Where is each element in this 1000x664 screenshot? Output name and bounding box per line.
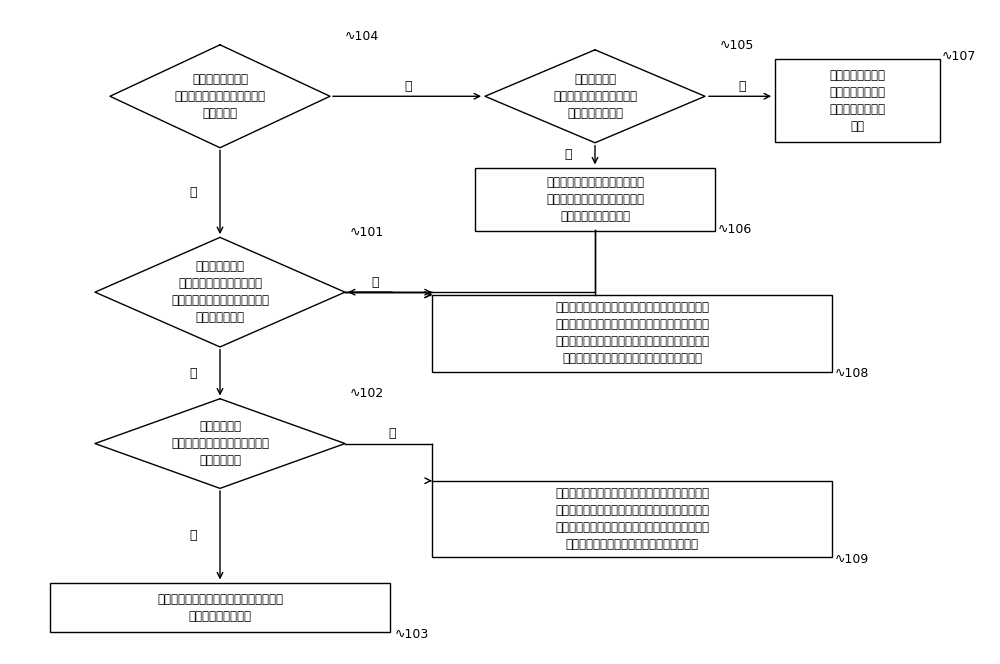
- Text: 将目标瓶试剂所在的试剂批次对应的试剂
批工作曲线传递使用: 将目标瓶试剂所在的试剂批次对应的试剂 批工作曲线传递使用: [157, 592, 283, 623]
- Text: ∿103: ∿103: [395, 628, 429, 641]
- Text: ∿105: ∿105: [720, 39, 754, 52]
- FancyBboxPatch shape: [432, 295, 832, 372]
- FancyBboxPatch shape: [432, 481, 832, 558]
- Text: 否: 否: [388, 427, 396, 440]
- Text: ∿106: ∿106: [718, 222, 752, 236]
- Text: 将目标瓶试剂当前校准得到的工作曲线作为目标瓶
试剂所在的试剂批次最新的试剂批工作曲线并传递
使用，并将目标瓶试剂当前校准得到的工作曲线作
为目标瓶试剂的最新的试: 将目标瓶试剂当前校准得到的工作曲线作为目标瓶 试剂所在的试剂批次最新的试剂批工作…: [555, 301, 709, 365]
- Text: 是: 是: [189, 186, 197, 199]
- Text: ∿109: ∿109: [835, 552, 869, 566]
- Text: 拒绝使用目标瓶试
剂所在的试剂批次
中的试剂进行实验
检测: 拒绝使用目标瓶试 剂所在的试剂批次 中的试剂进行实验 检测: [829, 69, 885, 133]
- Text: ∿102: ∿102: [350, 387, 384, 400]
- Text: 将目标瓶试剂所在的试剂批次对
应的试剂批工作曲线作为目标瓶
试剂的工作曲线并使用: 将目标瓶试剂所在的试剂批次对 应的试剂批工作曲线作为目标瓶 试剂的工作曲线并使用: [546, 176, 644, 222]
- Text: ∿104: ∿104: [345, 30, 379, 43]
- Text: 判断目标瓶试
剂所在的试剂批次是否对应有试
剂批工作曲线: 判断目标瓶试 剂所在的试剂批次是否对应有试 剂批工作曲线: [171, 420, 269, 467]
- Text: ∿107: ∿107: [942, 50, 976, 63]
- FancyBboxPatch shape: [774, 60, 940, 143]
- Text: 判断目标瓶试
剂所在的试剂批次是否对应
有试剂批工作曲线: 判断目标瓶试 剂所在的试剂批次是否对应 有试剂批工作曲线: [553, 73, 637, 120]
- Text: 否: 否: [404, 80, 412, 93]
- Text: ∿101: ∿101: [350, 226, 384, 239]
- Text: ∿108: ∿108: [835, 367, 869, 380]
- Text: 是: 是: [564, 148, 572, 161]
- Text: 是: 是: [189, 529, 197, 542]
- Text: 对目标瓶试剂进行
校准，确定对目标瓶试剂的校
准是否成功: 对目标瓶试剂进行 校准，确定对目标瓶试剂的校 准是否成功: [175, 73, 266, 120]
- Text: 是: 是: [189, 367, 197, 380]
- Text: 否: 否: [371, 276, 379, 289]
- Text: 获取目标瓶试剂
的开瓶时间，并检测目标瓶
试剂的开瓶时间是否超过试剂特
性安全时间阈值: 获取目标瓶试剂 的开瓶时间，并检测目标瓶 试剂的开瓶时间是否超过试剂特 性安全时…: [171, 260, 269, 324]
- Text: 将目标瓶试剂当前校准得到的工作曲线作为目标瓶
试剂最新的试剂瓶工作曲线并使用以及将目标瓶试
剂当前校准得到的工作曲线作为目标瓶试剂所在的
试剂批次最新的试剂批工: 将目标瓶试剂当前校准得到的工作曲线作为目标瓶 试剂最新的试剂瓶工作曲线并使用以及…: [555, 487, 709, 551]
- FancyBboxPatch shape: [475, 168, 715, 231]
- FancyBboxPatch shape: [50, 583, 390, 632]
- Text: 否: 否: [738, 80, 746, 93]
